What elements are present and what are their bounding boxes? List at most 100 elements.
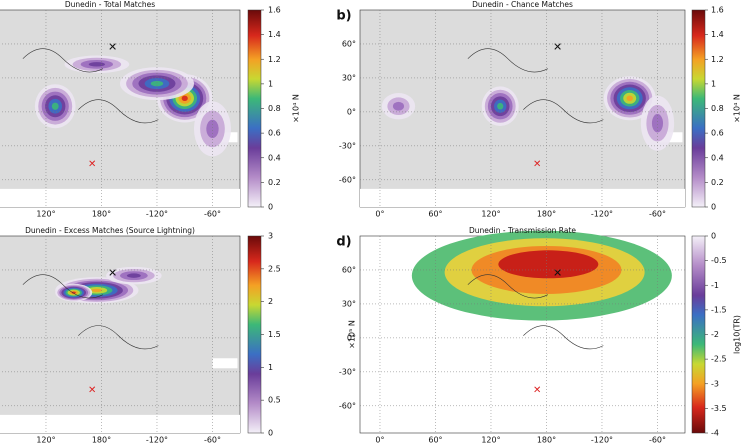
x-tick-label: -120° (591, 436, 613, 444)
panel-letter: b) (336, 9, 351, 24)
no-data-band (0, 188, 240, 207)
colorbar-tick-label: 3 (268, 232, 273, 241)
colorbar-tick-label: 0.2 (268, 178, 281, 187)
panel-title: Dunedin - Transmission Rate (469, 226, 576, 235)
panel-title: Dunedin - Excess Matches (Source Lightni… (25, 226, 195, 235)
colorbar-tick-label: -0.5 (711, 256, 727, 265)
x-tick-label: 180° (92, 210, 111, 219)
x-tick-label: -60° (649, 436, 666, 444)
y-tick-label: 0° (347, 107, 356, 116)
marker-black: ✕ (108, 266, 117, 279)
colorbar-tick-label: 1.2 (711, 55, 724, 64)
x-tick-label: 180° (537, 436, 556, 444)
colorbar-tick-label: 1.6 (268, 6, 281, 15)
marker-red: ✕ (533, 159, 541, 170)
colorbar-tick-label: -3.5 (711, 404, 727, 413)
map-panel: ✕✕ (359, 230, 686, 434)
coast (22, 48, 103, 73)
coast (523, 99, 604, 124)
coast (467, 48, 548, 73)
colorbar (691, 235, 706, 434)
x-tick-label: 0° (375, 436, 384, 444)
marker-red: ✕ (88, 159, 96, 170)
colorbar-tick-label: 1.4 (268, 30, 281, 39)
colorbar (691, 9, 706, 208)
marker-black: ✕ (108, 40, 117, 53)
colorbar-tick-label: 0.6 (268, 129, 281, 138)
x-tick-label: 120° (481, 210, 500, 219)
colorbar-tick-label: 0.8 (711, 104, 724, 113)
y-tick-label: -30° (339, 141, 356, 150)
colorbar (247, 235, 262, 434)
marker-black: ✕ (553, 266, 562, 279)
density-blob (626, 95, 633, 102)
colorbar-label: log10(TR) (733, 315, 742, 354)
x-tick-label: 120° (36, 436, 55, 444)
density-blob (88, 62, 105, 67)
y-tick-label: 60° (342, 265, 356, 274)
x-tick-label: 120° (36, 210, 55, 219)
density-blob (497, 102, 504, 110)
x-tick-label: -60° (204, 210, 221, 219)
x-tick-label: -60° (204, 436, 221, 444)
y-tick-label: 0° (347, 333, 356, 342)
no-data-band (360, 188, 685, 207)
colorbar-tick-label: 0 (268, 429, 273, 438)
colorbar-tick-label: 0 (711, 232, 716, 241)
density-blob (91, 288, 103, 292)
colorbar-tick-label: 0 (268, 203, 273, 212)
density-blob (71, 291, 76, 294)
map-panel: ✕✕ (359, 9, 686, 208)
y-tick-label: -60° (339, 175, 356, 184)
colorbar-tick-label: -2 (711, 330, 719, 339)
panel-title: Dunedin - Total Matches (65, 0, 155, 9)
map-background (0, 235, 241, 434)
no-data-band (0, 414, 240, 433)
colorbar-tick-label: 2 (268, 297, 273, 306)
y-tick-label: -30° (339, 367, 356, 376)
y-tick-label: 60° (342, 39, 356, 48)
colorbar-tick-label: 0.4 (711, 153, 724, 162)
map-panel: ✕✕ (0, 235, 241, 434)
colorbar-tick-label: -1.5 (711, 305, 727, 314)
y-tick-label: 30° (342, 73, 356, 82)
x-tick-label: 60° (428, 210, 442, 219)
x-tick-label: 180° (92, 436, 111, 444)
x-tick-label: 0° (375, 210, 384, 219)
colorbar-tick-label: 1 (268, 363, 273, 372)
colorbar-tick-label: 0.8 (268, 104, 281, 113)
colorbar-tick-label: 1.2 (268, 55, 281, 64)
colorbar-tick-label: 0.4 (268, 153, 281, 162)
panel-letter: d) (336, 235, 351, 250)
colorbar-tick-label: 0.6 (711, 129, 724, 138)
coast (523, 325, 604, 350)
y-tick-label: -60° (339, 401, 356, 410)
x-tick-label: 60° (428, 436, 442, 444)
x-tick-label: -120° (591, 210, 613, 219)
density-blob (392, 101, 405, 111)
transmission-blob (498, 250, 599, 279)
x-tick-label: -120° (146, 436, 168, 444)
y-tick-label: 30° (342, 299, 356, 308)
x-tick-label: 180° (537, 210, 556, 219)
colorbar-tick-label: 0.2 (711, 178, 724, 187)
coast (22, 274, 103, 299)
colorbar-label: ×10⁵ N (348, 320, 357, 349)
x-tick-label: -120° (146, 210, 168, 219)
x-tick-label: 120° (481, 436, 500, 444)
colorbar-tick-label: 0.5 (268, 396, 281, 405)
colorbar-tick-label: -1 (711, 281, 719, 290)
colorbar-tick-label: -2.5 (711, 355, 727, 364)
coast (467, 274, 548, 299)
marker-red: ✕ (533, 385, 541, 396)
density-blob (206, 119, 219, 139)
no-data-patch (212, 358, 238, 369)
colorbar-tick-label: 1 (711, 79, 716, 88)
map-panel: ✕✕ (0, 9, 241, 208)
colorbar-tick-label: 2.5 (268, 264, 281, 273)
density-blob (126, 273, 141, 278)
colorbar-label: ×10⁴ N (292, 94, 301, 123)
density-blob (181, 95, 188, 101)
marker-black: ✕ (553, 40, 562, 53)
